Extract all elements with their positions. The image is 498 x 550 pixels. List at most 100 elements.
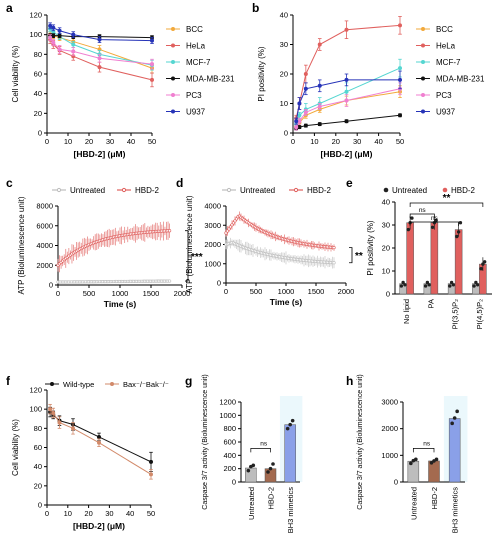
series-bcc: BCC bbox=[294, 25, 453, 130]
x-axis-label: Time (s) bbox=[104, 299, 137, 309]
data-point bbox=[168, 229, 172, 233]
x-tick-label: No lipid bbox=[402, 299, 411, 324]
y-axis-label: Caspase 3/7 activity (Bioluminescence un… bbox=[202, 374, 209, 509]
x-tick-label: 1000 bbox=[278, 287, 295, 296]
legend-swatch-marker bbox=[421, 27, 425, 31]
y-tick-label: 2000 bbox=[204, 240, 221, 249]
x-tick-label: 50 bbox=[147, 509, 155, 518]
comparison-label: ns bbox=[419, 207, 427, 214]
x-tick-label: 1500 bbox=[143, 289, 160, 298]
y-tick-label: 100 bbox=[29, 30, 42, 39]
y-tick-label: 600 bbox=[223, 438, 236, 447]
y-tick-label: 20 bbox=[280, 70, 288, 79]
y-tick-label: 0 bbox=[386, 290, 390, 299]
data-point bbox=[51, 40, 56, 45]
data-point bbox=[423, 284, 428, 288]
x-tick-label: PI(4,5)P₂ bbox=[475, 299, 484, 330]
data-point bbox=[57, 28, 62, 33]
data-point bbox=[297, 125, 302, 130]
data-point bbox=[285, 426, 290, 431]
panel-letter-a: a bbox=[6, 1, 13, 15]
legend-swatch-marker bbox=[421, 43, 425, 48]
data-point bbox=[399, 284, 404, 288]
data-point bbox=[398, 77, 402, 82]
y-tick-label: 30 bbox=[280, 40, 288, 49]
data-point bbox=[482, 260, 487, 264]
legend-swatch-marker bbox=[421, 76, 425, 81]
data-point bbox=[51, 33, 56, 38]
bar bbox=[448, 418, 461, 483]
data-point bbox=[452, 416, 457, 420]
y-tick-label: 10 bbox=[280, 99, 288, 108]
data-point bbox=[410, 216, 414, 220]
y-tick-label: 0 bbox=[232, 478, 236, 487]
series-line bbox=[295, 79, 400, 122]
y-tick-label: 40 bbox=[34, 462, 42, 471]
significance-bracket bbox=[185, 230, 189, 282]
data-point bbox=[332, 261, 336, 265]
data-point bbox=[427, 283, 431, 287]
data-point bbox=[297, 113, 302, 118]
legend-swatch-marker bbox=[171, 93, 175, 97]
data-point bbox=[48, 23, 53, 28]
data-point bbox=[303, 86, 308, 91]
chart-panel-f: 0 10 20 30 40 50 0 20 40 60 80 100 120 [HBD-2] (μM) Ce… bbox=[11, 380, 169, 531]
data-point bbox=[448, 284, 452, 288]
x-tick-label: 50 bbox=[148, 137, 156, 146]
legend-swatch-marker bbox=[171, 76, 175, 81]
data-point bbox=[449, 280, 454, 285]
y-tick-label: 0 bbox=[49, 281, 53, 290]
y-tick-label: 200 bbox=[223, 464, 236, 473]
data-point bbox=[455, 409, 459, 414]
series-untreated: Untreated bbox=[52, 186, 172, 284]
data-point bbox=[414, 457, 418, 462]
legend-swatch-marker bbox=[421, 109, 425, 114]
legend-label: Untreated bbox=[392, 186, 427, 195]
data-point bbox=[97, 65, 102, 70]
y-tick-label: 4000 bbox=[204, 202, 221, 211]
y-tick-label: 10 bbox=[382, 267, 390, 276]
y-tick-label: 1000 bbox=[381, 451, 398, 460]
comparison-bracket bbox=[409, 213, 435, 218]
series-wild-type bbox=[48, 406, 153, 472]
y-tick-label: 40 bbox=[280, 11, 288, 20]
data-point bbox=[430, 225, 435, 229]
data-point bbox=[294, 119, 299, 124]
data-point bbox=[149, 472, 153, 477]
x-tick-label: 30 bbox=[106, 137, 114, 146]
y-axis-label: PI positivity (%) bbox=[257, 46, 266, 101]
y-tick-label: 0 bbox=[284, 129, 288, 138]
data-point bbox=[401, 280, 405, 285]
panel-letter-g: g bbox=[185, 374, 192, 388]
y-axis-label: ATP (Bioluminescence unit) bbox=[185, 195, 194, 293]
data-point bbox=[51, 25, 56, 30]
comparison-label: ** bbox=[443, 193, 451, 204]
y-tick-label: 60 bbox=[34, 70, 42, 79]
x-tick-label: PA bbox=[426, 299, 435, 308]
series-mda-mb-231: MDA-MB-231 bbox=[48, 33, 235, 84]
y-axis-label: Caspase 3/7 activity (Bioluminescence un… bbox=[357, 374, 364, 509]
data-point bbox=[97, 37, 102, 42]
data-point bbox=[71, 49, 76, 54]
data-point bbox=[150, 77, 154, 82]
x-tick-label: 2000 bbox=[174, 289, 191, 298]
comparison-label: ns bbox=[431, 215, 439, 222]
legend-label: HeLa bbox=[186, 42, 206, 51]
significance-label: ** bbox=[355, 251, 363, 262]
data-point bbox=[475, 283, 480, 287]
y-tick-label: 120 bbox=[29, 386, 42, 395]
data-point bbox=[57, 420, 62, 425]
data-point bbox=[71, 32, 76, 37]
legend-label: BCC bbox=[186, 25, 203, 34]
x-tick-label: 0 bbox=[45, 509, 49, 518]
x-tick-label: 30 bbox=[105, 509, 113, 518]
data-point bbox=[251, 463, 256, 468]
y-tick-label: 0 bbox=[217, 279, 221, 288]
x-tick-label: Untreated bbox=[247, 487, 256, 520]
data-point bbox=[71, 426, 75, 431]
data-point bbox=[479, 267, 483, 271]
y-tick-label: 6000 bbox=[36, 221, 53, 230]
significance-label: *** bbox=[191, 252, 203, 263]
series-line bbox=[49, 37, 153, 65]
